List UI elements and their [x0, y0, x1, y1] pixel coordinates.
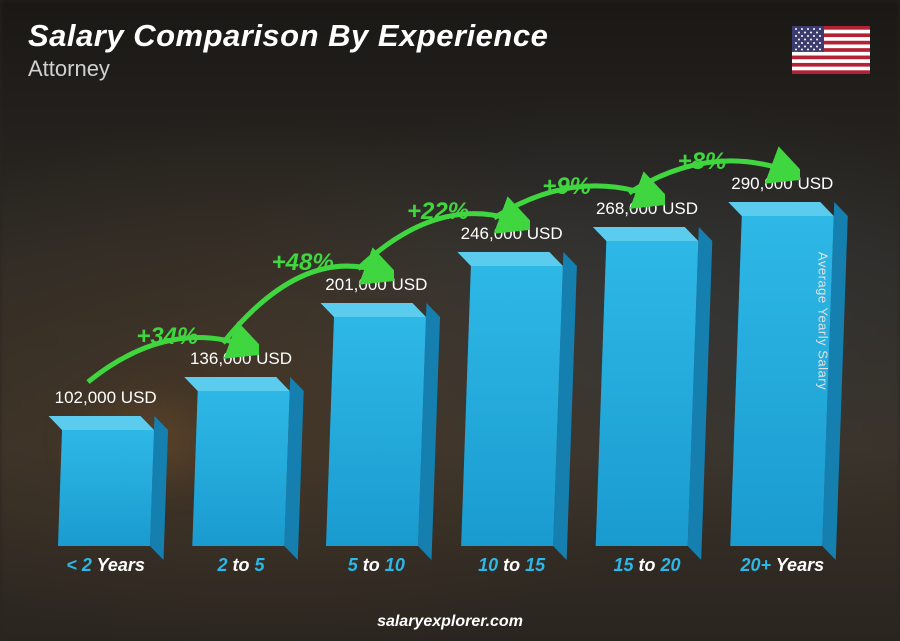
bar-category-label: 5 to 10 [348, 555, 405, 576]
bar-category-label: 15 to 20 [613, 555, 680, 576]
bar-value-label: 268,000 USD [596, 199, 698, 219]
bar-chart: 102,000 USD< 2 Years136,000 USD2 to 5201… [38, 100, 850, 576]
bar-group: 201,000 USD5 to 10 [309, 100, 444, 546]
bar [58, 430, 154, 546]
bar-front-face [192, 391, 289, 546]
bar-group: 268,000 USD15 to 20 [579, 100, 714, 546]
footer-attribution: salaryexplorer.com [377, 613, 523, 631]
bar-category-label: 10 to 15 [478, 555, 545, 576]
bar-top-face [321, 303, 427, 317]
bar-front-face [58, 430, 154, 546]
chart-subtitle: Attorney [28, 56, 548, 82]
bar-top-face [729, 202, 835, 216]
y-axis-label: Average Yearly Salary [815, 251, 830, 389]
bar-value-label: 136,000 USD [190, 349, 292, 369]
bar-value-label: 201,000 USD [325, 275, 427, 295]
bar-value-label: 290,000 USD [731, 174, 833, 194]
bar-category-label: < 2 Years [66, 555, 145, 576]
bar-category-label: 2 to 5 [217, 555, 264, 576]
bar [326, 317, 426, 546]
chart-header: Salary Comparison By Experience Attorney [28, 18, 548, 82]
us-flag-icon [792, 26, 870, 74]
bar-top-face [48, 416, 154, 430]
bar-value-label: 246,000 USD [461, 224, 563, 244]
bar-front-face [461, 266, 563, 546]
chart-title: Salary Comparison By Experience [28, 18, 548, 54]
bar [461, 266, 563, 546]
bar-top-face [184, 377, 290, 391]
bar-group: 102,000 USD< 2 Years [38, 100, 173, 546]
bar-front-face [596, 241, 699, 546]
bars-container: 102,000 USD< 2 Years136,000 USD2 to 5201… [38, 100, 850, 546]
bar [596, 241, 699, 546]
bar-group: 246,000 USD10 to 15 [444, 100, 579, 546]
bar-top-face [593, 227, 699, 241]
bar [192, 391, 289, 546]
bar-category-label: 20+ Years [740, 555, 824, 576]
bar-group: 136,000 USD2 to 5 [173, 100, 308, 546]
bar-value-label: 102,000 USD [55, 388, 157, 408]
bar-front-face [326, 317, 426, 546]
bar-top-face [457, 252, 563, 266]
